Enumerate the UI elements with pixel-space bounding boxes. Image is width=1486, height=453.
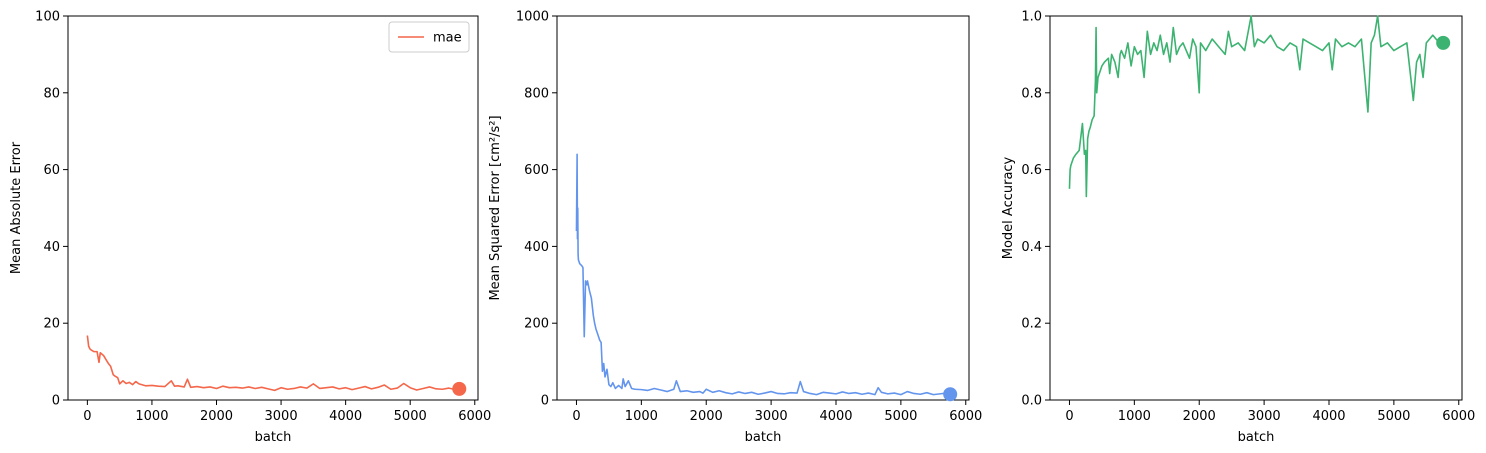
y-tick-label: 20 [43,317,60,332]
x-tick-label: 2000 [690,409,723,424]
y-tick-label: 400 [524,240,549,255]
x-tick-label: 3000 [755,409,788,424]
chart-panel-3: 0 1000 2000 3000 4000 5000 6000 0.0 0.2 0.4 0.6 0.8… [1001,10,1475,446]
x-tick-label: 4000 [1312,409,1345,424]
x-tick-label: 5000 [1377,409,1410,424]
x-tick-label: 6000 [949,409,982,424]
x-tick-label: 0 [572,409,580,424]
y-tick-label: 200 [524,317,549,332]
axes-frame [1049,15,1463,401]
y-tick-label: 800 [524,86,549,101]
x-axis-label: batch [1238,430,1275,445]
y-tick-label: 60 [43,163,60,178]
y-tick-label: 0 [541,394,549,409]
chart-panel-1: 0 1000 2000 3000 4000 5000 6000 0 20 40 60 80 100 bat… [9,10,491,446]
chart-panel-2: 0 1000 2000 3000 4000 5000 6000 0 200 400 600 800 10… [488,10,982,446]
y-axis-label: Model Accuracy [1001,156,1016,259]
y-tick-label: 0.0 [1021,394,1042,409]
series-line [575,153,951,396]
x-tick-label: 6000 [458,409,491,424]
y-tick-label: 1000 [516,10,549,25]
series-end-marker [1436,35,1451,50]
series-line [1068,15,1444,198]
y-tick-label: 0.2 [1021,317,1042,332]
y-axis-label: Mean Absolute Error [9,141,24,274]
x-tick-label: 0 [1065,409,1073,424]
x-tick-label: 1000 [625,409,658,424]
legend-box [388,21,470,53]
x-axis-label: batch [745,430,782,445]
y-axis-label: Mean Squared Error [cm²/s²] [488,115,503,300]
y-tick-label: 1.0 [1021,10,1042,25]
x-tick-label: 3000 [1248,409,1281,424]
x-tick-label: 2000 [1183,409,1216,424]
y-tick-label: 80 [43,86,60,101]
x-tick-label: 5000 [884,409,917,424]
x-tick-label: 6000 [1442,409,1475,424]
x-tick-label: 5000 [394,409,427,424]
x-tick-label: 4000 [329,409,362,424]
legend-entry: mae [433,31,462,46]
x-axis-label: batch [255,430,292,445]
x-tick-label: 4000 [819,409,852,424]
series-end-marker [943,387,958,402]
series-line [86,335,460,392]
x-tick-label: 1000 [135,409,168,424]
y-tick-label: 0.8 [1021,86,1042,101]
y-tick-label: 0 [52,394,60,409]
y-tick-label: 0.6 [1021,163,1042,178]
x-tick-label: 2000 [200,409,233,424]
x-tick-label: 1000 [1118,409,1151,424]
axes-frame [67,15,479,401]
series-end-marker [452,381,467,396]
x-tick-label: 0 [83,409,91,424]
x-tick-label: 3000 [265,409,298,424]
y-tick-label: 0.4 [1021,240,1042,255]
y-tick-label: 100 [35,10,60,25]
y-tick-label: 40 [43,240,60,255]
y-tick-label: 600 [524,163,549,178]
axes-frame [556,15,970,401]
